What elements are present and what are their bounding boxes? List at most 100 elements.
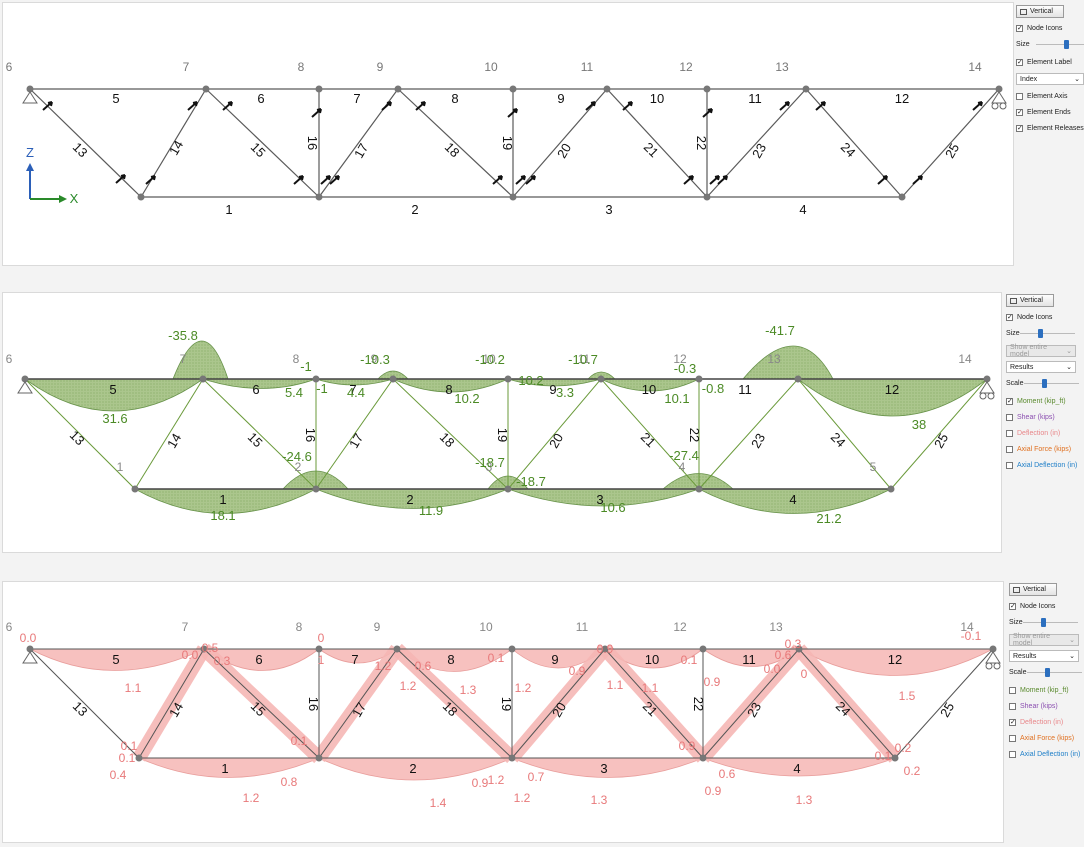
truss-member bbox=[702, 648, 800, 759]
result-option-4[interactable]: Axial Deflection (in) bbox=[1009, 749, 1080, 760]
checkbox-checked-icon: ✓ bbox=[1006, 398, 1013, 405]
deflection-value: 1.2 bbox=[514, 791, 531, 805]
node-label: 4 bbox=[679, 460, 686, 474]
element-label: 17 bbox=[346, 431, 366, 451]
node-label: 10 bbox=[484, 60, 498, 74]
vertical-button[interactable]: Vertical bbox=[1016, 5, 1064, 18]
release-icon bbox=[972, 101, 983, 111]
moment-viewport[interactable]: 6 7 8 9 10 11 12 13 14 1 2 3 4 5 1 2 3 4 5 6 7 8 9 10 11 12 13 14 15… bbox=[2, 292, 1002, 553]
result-option-3[interactable]: Axial Force (kips) bbox=[1009, 733, 1074, 744]
element-label: 5 bbox=[109, 382, 116, 397]
result-option-1[interactable]: Shear (kips) bbox=[1009, 701, 1058, 712]
show-model-select[interactable]: Show entire model ⌄ bbox=[1009, 633, 1079, 647]
roller-support-icon-roller bbox=[985, 662, 993, 670]
result-option-3[interactable]: Axial Force (kips) bbox=[1006, 444, 1071, 455]
pin-support-icon bbox=[17, 381, 33, 394]
geometry-panel: 6 7 8 9 10 11 12 13 14 1 2 3 4 5 6 7 8 9 10 11 12 13 14 15 16 17 1… bbox=[0, 0, 1084, 268]
pin-support-icon bbox=[22, 91, 38, 104]
deflection-value: 0.9 bbox=[597, 642, 614, 656]
node-icons-toggle[interactable]: ✓ Node Icons bbox=[1006, 314, 1053, 321]
roller-support-icon-roller bbox=[987, 392, 995, 400]
element-label: 19 bbox=[495, 428, 510, 442]
node bbox=[131, 485, 139, 493]
element-label: 7 bbox=[349, 382, 356, 397]
checkbox-empty-icon bbox=[1009, 735, 1016, 742]
element-label: 14 bbox=[164, 431, 184, 451]
scale-slider[interactable] bbox=[1027, 667, 1082, 678]
deflection-value: 0.3 bbox=[214, 654, 231, 668]
element-label: 12 bbox=[895, 91, 909, 106]
element-label: 19 bbox=[500, 136, 515, 150]
deflection-value: 1.4 bbox=[430, 796, 447, 810]
results-select[interactable]: Results ⌄ bbox=[1009, 650, 1079, 662]
result-option-label: Axial Deflection (in) bbox=[1017, 462, 1078, 469]
deflection-value: 0.2 bbox=[895, 741, 912, 755]
element-label: 2 bbox=[411, 202, 418, 217]
size-slider[interactable] bbox=[1020, 328, 1075, 339]
deflection-value: 1.3 bbox=[796, 793, 813, 807]
size-slider[interactable] bbox=[1036, 39, 1084, 50]
moment-area bbox=[742, 345, 834, 380]
release-icon bbox=[222, 101, 233, 111]
moment-area bbox=[133, 488, 317, 514]
node-label: 10 bbox=[479, 620, 493, 634]
node-label: 5 bbox=[870, 460, 877, 474]
element-label: 4 bbox=[799, 202, 806, 217]
checkbox-checked-icon: ✓ bbox=[1016, 59, 1023, 66]
roller-support-icon-roller bbox=[999, 102, 1007, 110]
result-option-2[interactable]: ✓ Deflection (in) bbox=[1009, 717, 1063, 728]
checkbox-checked-icon: ✓ bbox=[1009, 603, 1016, 610]
deflection-value: 0.9 bbox=[704, 675, 721, 689]
element-label: 7 bbox=[351, 652, 358, 667]
deflection-viewport[interactable]: 6 7 8 9 10 11 12 13 14 1 2 3 4 5 6 7 8 9 10 11 12 13 14 15 16 17 1… bbox=[2, 581, 1004, 843]
results-select[interactable]: Results ⌄ bbox=[1006, 361, 1076, 373]
result-option-1[interactable]: Shear (kips) bbox=[1006, 412, 1055, 423]
element-label: 4 bbox=[789, 492, 796, 507]
result-option-0[interactable]: ✓ Moment (kip_ft) bbox=[1006, 396, 1066, 407]
node bbox=[202, 85, 210, 93]
result-option-4[interactable]: Axial Deflection (in) bbox=[1006, 460, 1077, 471]
element-ends-toggle[interactable]: ✓ Element Ends bbox=[1016, 109, 1071, 116]
node bbox=[389, 375, 397, 383]
element-label: 2 bbox=[406, 492, 413, 507]
scale-slider[interactable] bbox=[1024, 378, 1079, 389]
truss-member bbox=[512, 88, 608, 198]
deflection-value: 1.3 bbox=[460, 683, 477, 697]
node-label: 7 bbox=[182, 620, 189, 634]
truss-member bbox=[29, 88, 142, 198]
node bbox=[887, 485, 895, 493]
release-icon bbox=[717, 175, 728, 185]
node bbox=[699, 754, 707, 762]
checkbox-checked-icon: ✓ bbox=[1006, 314, 1013, 321]
vertical-button[interactable]: Vertical bbox=[1006, 294, 1054, 307]
node bbox=[200, 645, 208, 653]
node-icons-toggle[interactable]: ✓ Node Icons bbox=[1009, 603, 1056, 610]
geometry-viewport[interactable]: 6 7 8 9 10 11 12 13 14 1 2 3 4 5 6 7 8 9 10 11 12 13 14 15 16 17 1… bbox=[2, 2, 1014, 266]
element-label: 15 bbox=[245, 429, 266, 450]
node-icons-toggle[interactable]: ✓ Node Icons bbox=[1016, 25, 1063, 32]
size-label-row: Size bbox=[1016, 41, 1030, 48]
result-option-2[interactable]: Deflection (in) bbox=[1006, 428, 1060, 439]
label-mode-select[interactable]: Index ⌄ bbox=[1016, 73, 1084, 85]
node-label: 7 bbox=[183, 60, 190, 74]
element-releases-toggle[interactable]: ✓ Element Releases bbox=[1016, 125, 1084, 132]
element-label: 11 bbox=[738, 382, 752, 397]
element-axis-toggle[interactable]: Element Axis bbox=[1016, 91, 1067, 102]
node-label: 8 bbox=[293, 352, 300, 366]
node-label: 8 bbox=[298, 60, 305, 74]
element-label: 4 bbox=[793, 761, 800, 776]
node bbox=[135, 754, 143, 762]
show-model-select[interactable]: Show entire model ⌄ bbox=[1006, 344, 1076, 358]
size-slider[interactable] bbox=[1023, 617, 1078, 628]
moment-value: 10.1 bbox=[664, 391, 689, 406]
result-option-0[interactable]: Moment (kip_ft) bbox=[1009, 685, 1069, 696]
deflection-value: 0.8 bbox=[281, 775, 298, 789]
deflection-value: 1.2 bbox=[515, 681, 532, 695]
moment-value: 38 bbox=[912, 417, 926, 432]
x-axis-arrow-icon bbox=[59, 195, 67, 203]
element-label-toggle[interactable]: ✓ Element Label bbox=[1016, 59, 1072, 66]
vertical-button[interactable]: Vertical bbox=[1009, 583, 1057, 596]
moment-value: 4.4 bbox=[347, 385, 365, 400]
node-label: 6 bbox=[6, 620, 13, 634]
release-icon bbox=[585, 101, 596, 111]
